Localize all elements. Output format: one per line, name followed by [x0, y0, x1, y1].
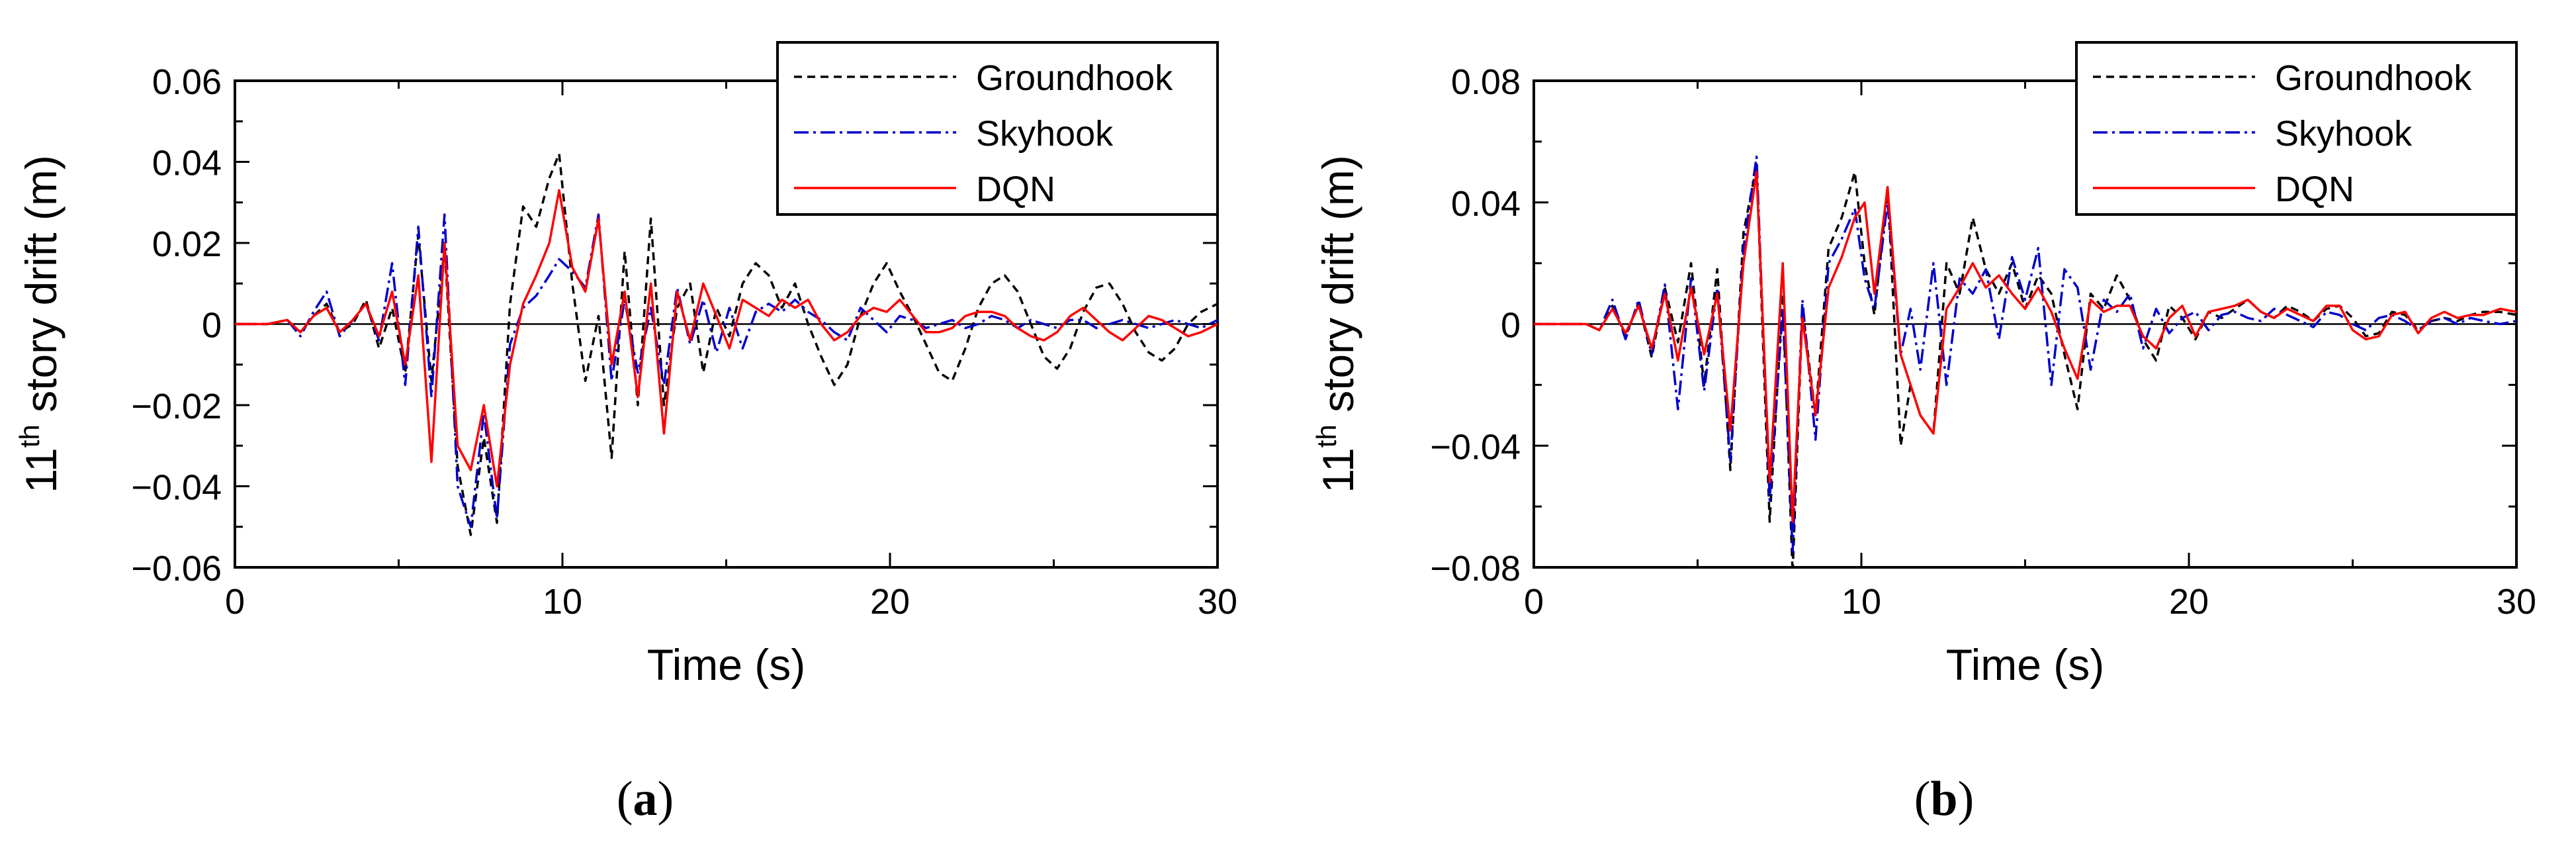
panel-b-caption-open: ( — [1914, 772, 1931, 826]
panel-b-legend-label-dqn: DQN — [2275, 169, 2354, 209]
panel-a-legend-label-groundhook: Groundhook — [976, 58, 1173, 98]
panel-a-y-axis-label-prefix: 11 — [17, 448, 66, 493]
panel-a-xtick-label: 10 — [543, 582, 582, 622]
panel-b-y-axis-label: 11th story drift (m) — [1311, 155, 1362, 493]
panel-b-y-axis-label-prefix: 11 — [1313, 448, 1362, 493]
panel-b-ytick-label: 0.08 — [1451, 62, 1521, 102]
panel-b-ytick-label: −0.04 — [1430, 427, 1521, 467]
panel-a-xtick-label: 30 — [1198, 582, 1237, 622]
panel-b-x-axis-label: Time (s) — [1946, 640, 2105, 689]
panel-a-y-axis-label-sup: th — [14, 424, 45, 448]
panel-b-series-groundhook — [1534, 164, 2516, 567]
panel-b-series-dqn — [1534, 171, 2516, 523]
panel-a-ytick-label: −0.04 — [131, 468, 222, 508]
panel-a-xtick-label: 0 — [225, 582, 245, 622]
panel-a-ytick-label: 0.04 — [152, 144, 222, 183]
panel-b-ytick-label: 0.04 — [1451, 184, 1521, 224]
panel-a-y-axis-label-suffix: story drift (m) — [17, 155, 66, 424]
panel-b-legend-label-groundhook: Groundhook — [2275, 58, 2472, 98]
panel-b-legend-label-skyhook: Skyhook — [2275, 114, 2413, 154]
panel-b-y-axis-label-suffix: story drift (m) — [1313, 155, 1362, 424]
panel-a-ytick-label: −0.02 — [131, 387, 222, 426]
panel-b-xtick-label: 0 — [1524, 582, 1544, 622]
panel-a-caption-letter: a — [633, 772, 658, 826]
panel-b-xtick-label: 20 — [2169, 582, 2209, 622]
panel-a-caption: (a) — [579, 771, 711, 828]
panel-a-caption-open: ( — [616, 772, 633, 826]
panel-b-legend-box — [2075, 41, 2518, 216]
panel-a-y-axis-label: 11th story drift (m) — [14, 155, 66, 493]
panel-a-series-skyhook — [235, 213, 1218, 528]
panel-a-legend-label-dqn: DQN — [976, 169, 1055, 209]
panel-a-ytick-label: 0 — [202, 306, 222, 346]
panel-b-chart: −0.08 −0.04 0 0.04 0.08 0 10 20 30 Groundhook Skyh… — [1311, 41, 2536, 689]
panel-a-ytick-label: 0.06 — [152, 62, 222, 102]
panel-a-series-dqn — [235, 189, 1218, 488]
panel-b-xtick-label: 10 — [1842, 582, 1881, 622]
panel-a-legend-box — [776, 41, 1219, 216]
panel-b-ytick-label: −0.08 — [1430, 549, 1521, 589]
panel-b-caption-close: ) — [1957, 772, 1975, 826]
panel-a-chart: −0.06 −0.04 −0.02 0 0.02 0.04 0.06 0 10 20 30 Groun… — [14, 41, 1237, 689]
panel-a-ytick-label: 0.02 — [152, 224, 222, 264]
panel-b-series-skyhook — [1534, 156, 2516, 553]
panel-b-ytick-label: 0 — [1501, 306, 1521, 346]
panel-a-xtick-label: 20 — [870, 582, 910, 622]
panel-a-ytick-label: −0.06 — [131, 549, 222, 589]
panel-b-caption-letter: b — [1930, 772, 1958, 826]
panel-a-legend-label-skyhook: Skyhook — [976, 114, 1114, 154]
panel-a-x-axis-label: Time (s) — [647, 640, 806, 689]
panel-b-y-axis-label-sup: th — [1311, 424, 1342, 448]
panel-b-xtick-label: 30 — [2497, 582, 2536, 622]
panel-b-caption: (b) — [1878, 771, 2010, 828]
panel-a-caption-close: ) — [657, 772, 674, 826]
